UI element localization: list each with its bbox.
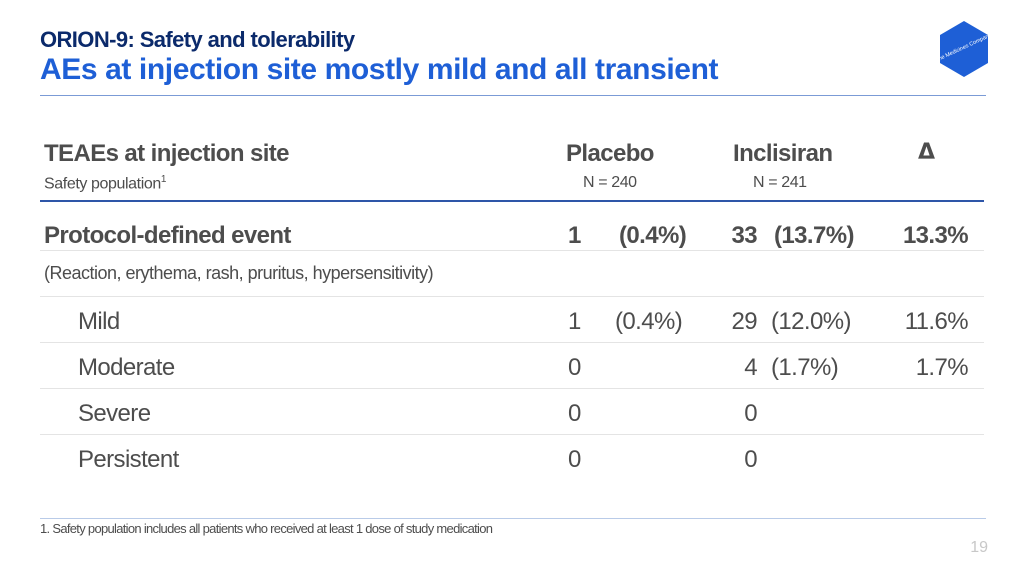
header-divider (40, 95, 986, 96)
col-header-category: TEAEs at injection site (44, 140, 290, 167)
table-header-divider (40, 200, 984, 202)
protocol-inclisiran-count: 33 (731, 222, 758, 249)
footnote-divider (40, 518, 986, 519)
row-label: Moderate (78, 354, 175, 381)
sub-header-population: Safety population1 (44, 174, 167, 193)
row-label: Persistent (78, 446, 179, 473)
row-delta: 1.7% (915, 354, 969, 381)
sub-header-placebo-n: N = 240 (583, 174, 637, 191)
row-inclisiran-count: 4 (744, 354, 757, 381)
row-divider (40, 434, 984, 435)
row-inclisiran-count: 29 (731, 308, 758, 335)
row-label: Mild (78, 308, 120, 335)
protocol-event-note: (Reaction, erythema, rash, pruritus, hyp… (44, 263, 434, 283)
protocol-inclisiran-pct: (13.7%) (774, 222, 854, 249)
row-placebo-count: 0 (568, 354, 581, 381)
row-divider (40, 296, 984, 297)
row-placebo-count: 1 (568, 308, 581, 335)
row-divider (40, 342, 984, 343)
col-header-inclisiran: Inclisiran (733, 140, 833, 167)
slide-kicker: ORION-9: Safety and tolerability (40, 27, 355, 52)
protocol-delta: 13.3% (902, 222, 969, 249)
page-number: 19 (970, 539, 988, 556)
company-logo-icon: The Medicines Company (938, 21, 990, 77)
protocol-event-label: Protocol-defined event (44, 222, 291, 249)
row-placebo-pct: (0.4%) (615, 308, 683, 335)
row-divider (40, 388, 984, 389)
col-header-delta: Δ (918, 140, 935, 165)
col-header-placebo: Placebo (566, 140, 654, 167)
row-delta: 11.6% (904, 308, 969, 335)
slide-title: AEs at injection site mostly mild and al… (40, 53, 719, 86)
footnote-ref: 1 (160, 174, 167, 185)
row-divider (40, 250, 984, 251)
protocol-placebo-count: 1 (568, 222, 581, 249)
row-inclisiran-count: 0 (744, 446, 757, 473)
row-inclisiran-count: 0 (744, 400, 757, 427)
footnote: 1. Safety population includes all patien… (40, 521, 493, 536)
row-inclisiran-pct: (12.0%) (771, 308, 851, 335)
row-placebo-count: 0 (568, 446, 581, 473)
row-inclisiran-pct: (1.7%) (771, 354, 839, 381)
protocol-placebo-pct: (0.4%) (619, 222, 687, 249)
row-label: Severe (78, 400, 151, 427)
sub-header-inclisiran-n: N = 241 (753, 174, 807, 191)
row-placebo-count: 0 (568, 400, 581, 427)
